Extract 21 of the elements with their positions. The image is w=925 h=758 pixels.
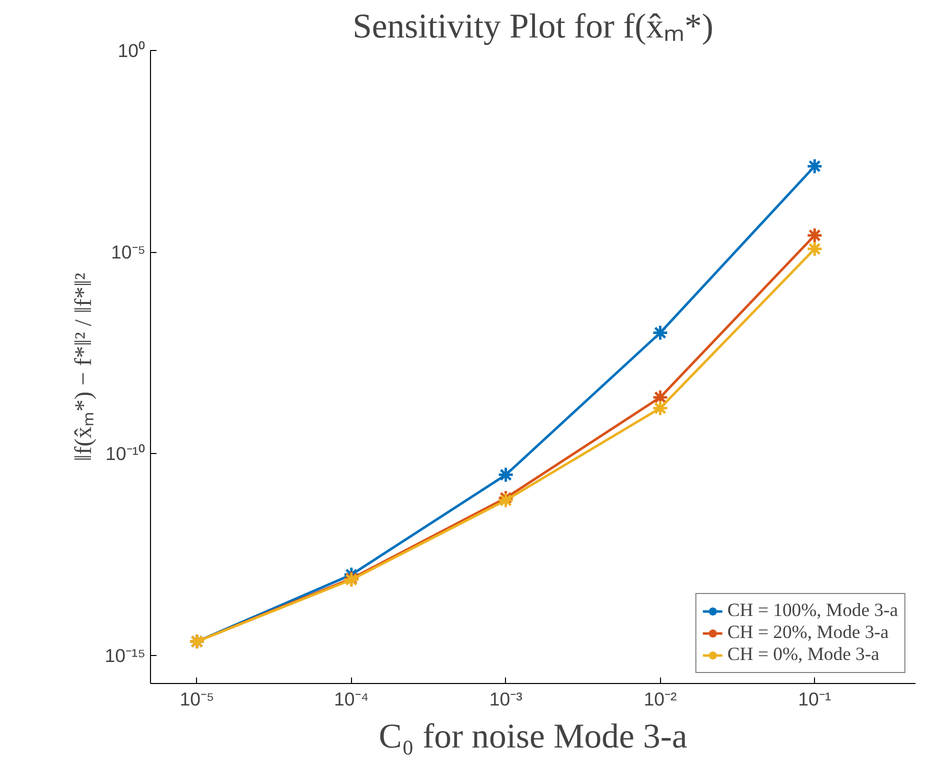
point xyxy=(652,400,668,416)
point xyxy=(806,227,823,244)
point xyxy=(806,240,823,258)
x-tick-label: 10⁻⁵ xyxy=(180,688,214,710)
point xyxy=(652,324,668,341)
y-tick-label: 10⁻⁵ xyxy=(111,242,146,263)
legend-label: CH = 100%, Mode 3-a xyxy=(727,600,898,622)
x-tick-label: 10⁻² xyxy=(644,688,677,710)
chart-title: Sensitivity Plot for f(x̂ₘ*) xyxy=(352,8,714,46)
point xyxy=(806,158,823,174)
y-tick-label: 10⁻¹⁵ xyxy=(104,644,146,666)
x-tick-label: 10⁻³ xyxy=(489,688,522,710)
legend-label: CH = 20%, Mode 3-a xyxy=(727,622,889,644)
x-tick-label: 10⁻¹ xyxy=(798,688,832,710)
y-tick-label: 10⁰ xyxy=(118,40,146,61)
y-tick-label: 10⁻¹⁰ xyxy=(106,443,146,464)
point xyxy=(498,466,514,484)
x-tick-label: 10⁻⁴ xyxy=(334,688,369,710)
x-axis-title: C₀ for noise Mode 3-a xyxy=(378,718,688,756)
y-axis-title: ‖f(x̂ₘ*) − f*‖² / ‖f*‖² xyxy=(70,272,97,462)
legend-label: CH = 0%, Mode 3-a xyxy=(727,644,880,666)
